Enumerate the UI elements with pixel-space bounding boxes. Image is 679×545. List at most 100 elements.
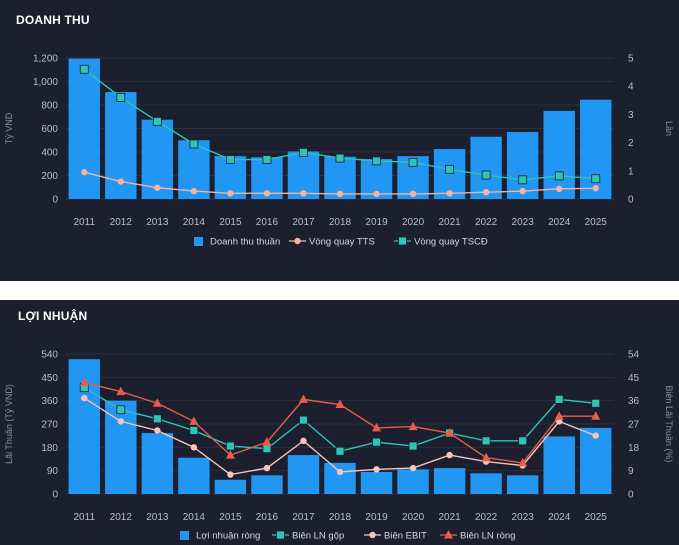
- y-tick-label: 180: [41, 443, 58, 454]
- bar: [543, 436, 575, 494]
- series-point: [189, 416, 199, 425]
- series-point: [225, 155, 235, 164]
- series-point: [591, 398, 601, 408]
- y2-axis-title: Biên Lãi Thuần (%): [664, 386, 674, 463]
- series-point: [79, 377, 89, 387]
- x-tick-label: 2013: [146, 512, 169, 523]
- series-point: [408, 421, 418, 431]
- series-point: [556, 418, 563, 425]
- bar: [580, 427, 612, 494]
- series-point: [335, 153, 345, 163]
- bar: [506, 475, 539, 494]
- bar: [360, 471, 393, 494]
- bar: [251, 475, 283, 494]
- series-point: [262, 155, 272, 164]
- bar: [324, 462, 356, 494]
- legend-label: Biên LN ròng: [460, 531, 515, 542]
- x-tick-label: 2019: [365, 512, 388, 523]
- bar: [580, 99, 612, 199]
- legend-label: Lợi nhuận ròng: [196, 531, 260, 542]
- bar: [214, 479, 247, 494]
- x-tick-label: 2014: [183, 217, 206, 228]
- x-tick-label: 2015: [219, 512, 242, 523]
- series-point: [116, 405, 126, 415]
- series-point: [190, 444, 198, 451]
- y-tick-label: 200: [41, 171, 58, 182]
- chart-title: LỢI NHUẬN: [18, 309, 88, 323]
- series-point: [299, 415, 308, 425]
- legend-label: Biên EBIT: [384, 531, 427, 542]
- y2-tick-label: 3: [628, 110, 634, 121]
- y2-tick-label: 4: [628, 82, 634, 93]
- y-tick-label: 270: [41, 420, 58, 431]
- series-point: [299, 148, 308, 157]
- bar: [470, 136, 502, 199]
- series-point: [263, 464, 271, 472]
- series-point: [225, 441, 235, 451]
- series-point: [518, 457, 528, 467]
- y-tick-label: 1,000: [33, 77, 58, 88]
- series-point: [81, 169, 88, 176]
- y2-axis-title: Lần: [664, 121, 674, 136]
- series-point: [154, 184, 161, 191]
- legend-marker: [294, 237, 301, 245]
- series-point: [482, 189, 490, 196]
- series-point: [298, 394, 308, 403]
- series-point: [373, 466, 380, 473]
- bar: [287, 455, 320, 494]
- x-tick-label: 2023: [512, 217, 535, 228]
- x-tick-label: 2014: [183, 512, 206, 523]
- y2-tick-label: 18: [628, 443, 640, 454]
- series-point: [263, 190, 271, 197]
- series-point: [336, 468, 344, 476]
- bar: [543, 110, 575, 199]
- series-point: [117, 418, 125, 425]
- series-point: [152, 414, 162, 424]
- series-point: [225, 450, 235, 459]
- series-point: [481, 452, 491, 462]
- series-point: [79, 64, 89, 74]
- legend-label: Doanh thu thuần: [210, 237, 280, 248]
- x-tick-label: 2016: [256, 512, 279, 523]
- series-point: [445, 164, 455, 174]
- x-tick-label: 2016: [256, 217, 279, 228]
- series-point: [227, 190, 234, 197]
- y2-tick-label: 9: [628, 466, 634, 477]
- y-tick-label: 400: [41, 148, 58, 159]
- x-tick-label: 2017: [292, 512, 315, 523]
- y2-tick-label: 54: [628, 350, 640, 361]
- x-tick-label: 2024: [548, 217, 571, 228]
- series-point: [518, 436, 528, 446]
- series-point: [300, 437, 307, 445]
- chart-title: DOANH THU: [16, 13, 90, 27]
- series-point: [189, 426, 199, 435]
- bar: [178, 457, 210, 494]
- series-point: [335, 399, 345, 409]
- legend-label: Biên LN gộp: [292, 531, 344, 542]
- series-point: [189, 139, 199, 149]
- x-tick-label: 2019: [365, 217, 388, 228]
- bar: [470, 473, 502, 494]
- x-tick-label: 2017: [292, 217, 315, 228]
- series-point: [481, 170, 491, 180]
- series-point: [300, 190, 307, 197]
- profit-chart: 0 90 180 270 360 450 540 0 9 18 27 36 45 54 Lãi Thuần …: [4, 350, 674, 542]
- x-tick-label: 2011: [74, 512, 96, 523]
- legend-marker: [180, 531, 189, 540]
- series-point: [336, 190, 344, 198]
- series-point: [117, 178, 125, 185]
- series-point: [373, 190, 380, 198]
- x-tick-label: 2013: [146, 217, 169, 228]
- series-point: [409, 190, 417, 198]
- x-tick-label: 2015: [219, 217, 242, 228]
- x-tick-label: 2022: [475, 217, 498, 228]
- series-point: [190, 187, 198, 195]
- y-tick-label: 600: [41, 124, 58, 135]
- y-tick-label: 800: [41, 101, 58, 112]
- y2-tick-label: 2: [628, 138, 634, 149]
- series-point: [591, 411, 601, 420]
- series-point: [554, 171, 564, 181]
- y2-tick-label: 5: [628, 54, 634, 65]
- series-point: [592, 185, 599, 192]
- series-point: [408, 157, 418, 167]
